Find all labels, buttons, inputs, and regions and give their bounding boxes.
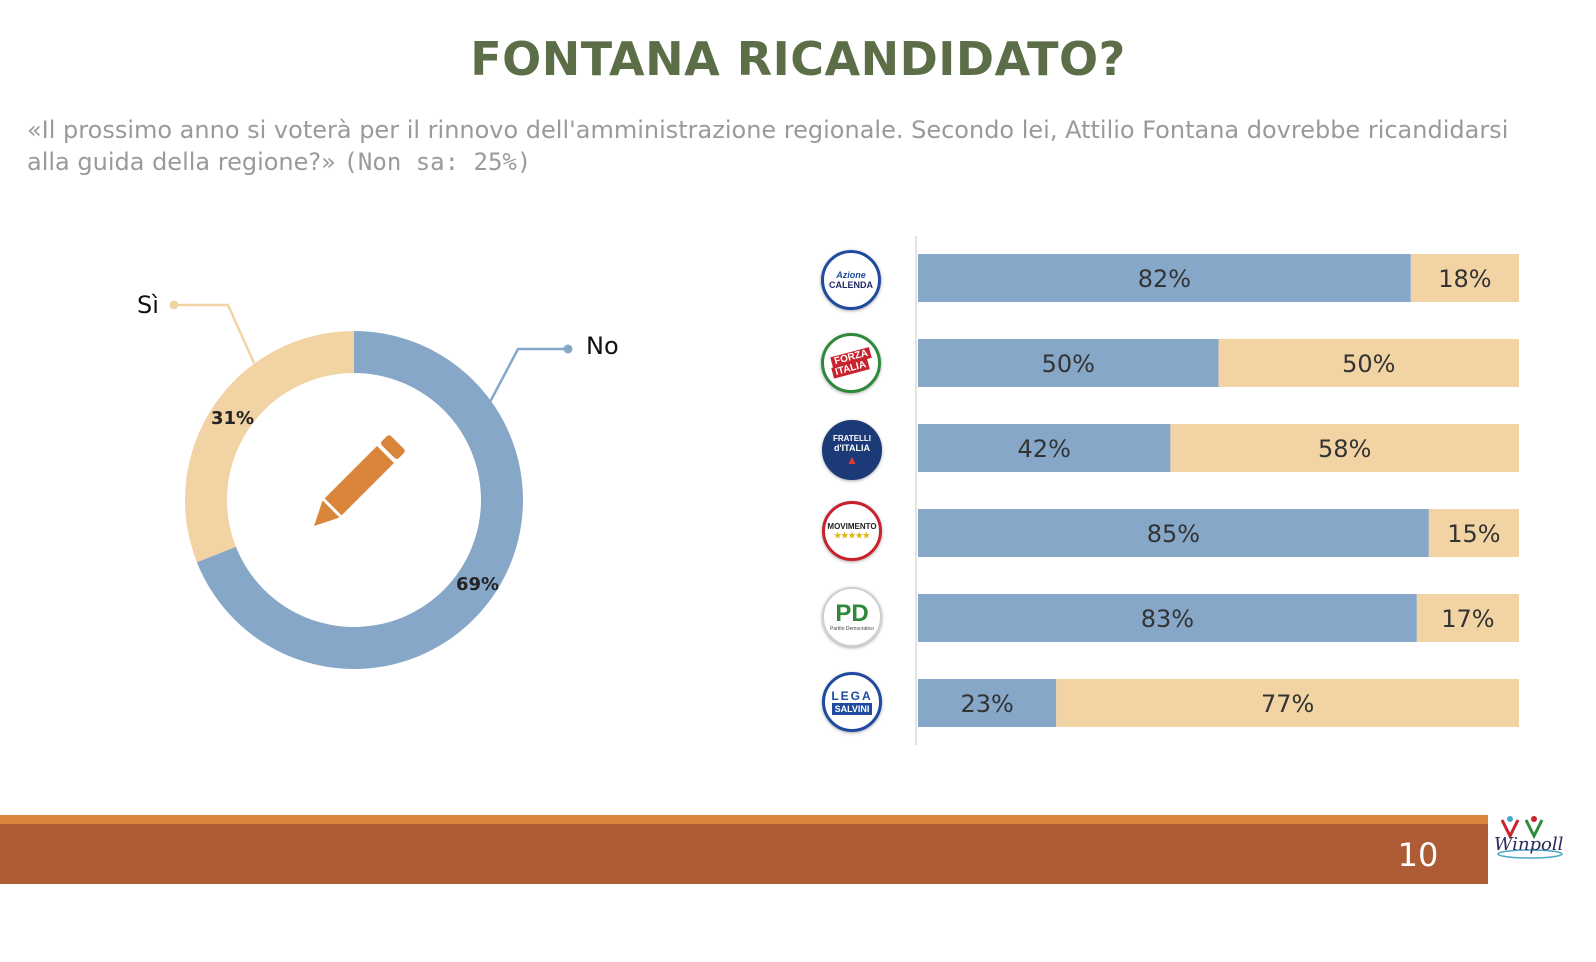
- bar-segment-no: [918, 254, 1411, 302]
- bar-segment-si: [1218, 339, 1519, 387]
- logo-forza-italia: FORZA ITALIA: [821, 333, 881, 393]
- bar-value-si: 50%: [1342, 350, 1395, 378]
- logo-text: MOVIMENTO: [827, 522, 877, 531]
- footer-accent-line: [0, 815, 1488, 824]
- winpoll-mark-icon: [1497, 816, 1563, 859]
- legend-label-no: No: [586, 332, 619, 360]
- logo-fratelli-italia: FRATELLI d'ITALIA ▲: [822, 420, 882, 480]
- bar-segment-no: [918, 509, 1429, 557]
- bar-value-no: 82%: [1138, 265, 1191, 293]
- bar-segment-no: [918, 679, 1057, 727]
- logo-text: PD: [835, 600, 869, 627]
- bar-value-no: 42%: [1018, 435, 1071, 463]
- bar-value-si: 58%: [1318, 435, 1371, 463]
- bar-value-si: 15%: [1447, 520, 1500, 548]
- question-quote: «Il prossimo anno si voterà per il rinno…: [27, 116, 1509, 176]
- logo-text-2: SALVINI: [831, 703, 873, 715]
- logo-text: LEGA: [831, 689, 873, 703]
- bar-segment-si: [1410, 254, 1519, 302]
- bar-value-si: 18%: [1438, 265, 1491, 293]
- logo-lega-salvini: LEGA SALVINI: [822, 672, 882, 732]
- bar-value-si: 77%: [1261, 690, 1314, 718]
- bar-segment-si: [1056, 679, 1519, 727]
- bar-segment-no: [918, 594, 1417, 642]
- donut-slice-si: [184, 331, 354, 563]
- logo-text-2: d'ITALIA: [834, 442, 870, 453]
- bar-segment-si: [1170, 424, 1519, 472]
- logo-text-2: ★★★★★: [834, 531, 870, 540]
- leader-dot-si: [169, 300, 179, 310]
- logo-partito-democratico: PD Partito Democratico: [822, 587, 882, 647]
- leader-line-si: [174, 303, 256, 364]
- donut-chart: [169, 300, 573, 670]
- leader-line-no: [488, 347, 568, 403]
- bar-value-no: 50%: [1042, 350, 1095, 378]
- leader-dot-no: [563, 344, 573, 354]
- slice-value-si: 31%: [211, 408, 255, 429]
- logo-text-2: Partito Democratico: [830, 626, 874, 632]
- page-number: 10: [1397, 836, 1439, 874]
- bar-value-si: 17%: [1441, 605, 1494, 633]
- stacked-bar-chart: 82% 18% 50% 50% 42% 58% 85% 15% 83% 17% 23% 77%: [915, 236, 1519, 745]
- flame-icon: ▲: [846, 452, 858, 467]
- bar-segment-si: [1428, 509, 1519, 557]
- bar-segment-no: [918, 424, 1171, 472]
- bar-value-no: 85%: [1147, 520, 1200, 548]
- slice-value-no: 69%: [456, 574, 500, 595]
- logo-movimento-5-stelle: MOVIMENTO ★★★★★: [822, 501, 882, 561]
- legend-label-si: Sì: [137, 291, 159, 319]
- bar-segment-no: [918, 339, 1219, 387]
- bar-value-no: 23%: [960, 690, 1013, 718]
- winpoll-logo: Winpoll: [1492, 814, 1568, 864]
- logo-text-2: CALENDA: [829, 280, 873, 290]
- winpoll-text: Winpoll: [1494, 834, 1564, 855]
- bar-value-no: 83%: [1141, 605, 1194, 633]
- footer-bar: [0, 824, 1488, 884]
- logo-azione-calenda: Azione CALENDA: [821, 250, 881, 310]
- dont-know-note: (Non sa: 25%): [343, 148, 532, 176]
- question-text: «Il prossimo anno si voterà per il rinno…: [27, 114, 1547, 178]
- logo-text: Azione: [836, 270, 866, 280]
- bar-segment-si: [1416, 594, 1519, 642]
- logo-text: FRATELLI: [832, 433, 872, 443]
- page-title: FONTANA RICANDIDATO?: [470, 32, 1126, 86]
